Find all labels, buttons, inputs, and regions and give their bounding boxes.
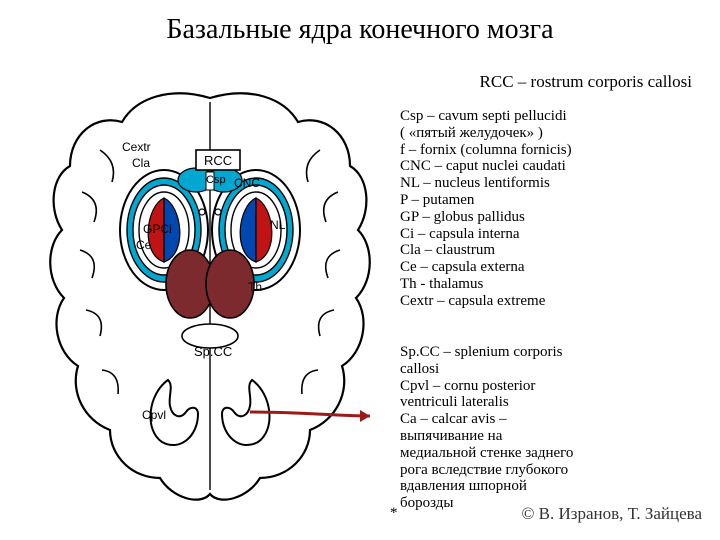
- label-cpvl: Cpvl: [142, 408, 166, 422]
- label-cla: Cla: [132, 156, 150, 170]
- page-title: Базальные ядра конечного мозга: [0, 14, 720, 46]
- fornix-left: [199, 209, 205, 215]
- label-th: Th: [248, 280, 262, 294]
- brain-diagram: Cextr Cla RCC Csp CNC NL GPCi Ce Th Sp.C…: [40, 80, 380, 510]
- brain-svg: [40, 80, 380, 510]
- subtitle: RCC – rostrum corporis callosi: [480, 72, 692, 92]
- copyright: © В. Изранов, Т. Зайцева: [521, 504, 702, 524]
- label-spcc: Sp.CC: [194, 344, 232, 359]
- label-csp: Csp: [206, 174, 226, 186]
- label-rcc: RCC: [204, 153, 232, 168]
- thalamus-right: [206, 250, 254, 318]
- label-cnc: CNC: [234, 176, 260, 190]
- label-cextr: Cextr: [122, 140, 151, 154]
- fornix-right: [215, 209, 221, 215]
- legend-bottom: Sp.CC – splenium corporis callosi Cpvl –…: [400, 344, 573, 512]
- label-nl: NL: [270, 218, 285, 232]
- label-ce: Ce: [136, 238, 151, 252]
- legend-top: Csp – cavum septi pellucidi ( «пятый жел…: [400, 108, 572, 310]
- label-gpci: GPCi: [143, 222, 172, 236]
- asterisk: *: [390, 505, 398, 522]
- page-root: Базальные ядра конечного мозга RCC – ros…: [0, 0, 720, 540]
